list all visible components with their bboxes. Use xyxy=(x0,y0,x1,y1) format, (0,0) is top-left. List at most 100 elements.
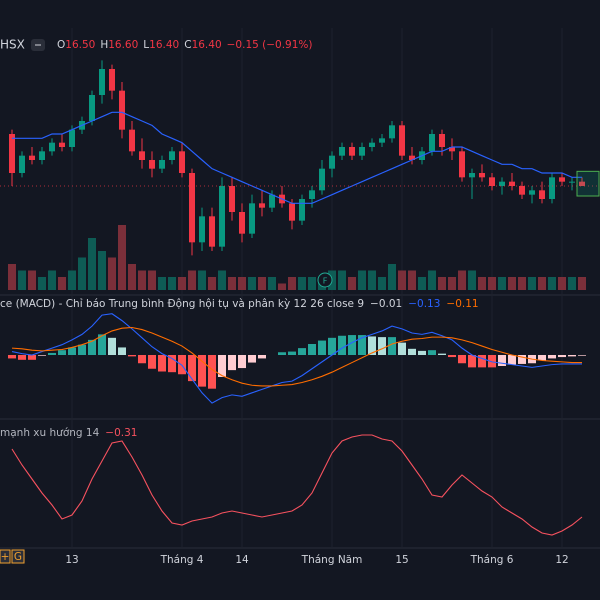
toolbar-label: + xyxy=(1,551,10,563)
candle-body xyxy=(449,147,455,152)
toolbar-label: G xyxy=(14,551,22,563)
ohlc-readout: O16.50 H16.60 L16.40 C16.40 −0.15 (−0.91%) xyxy=(57,39,313,51)
volume-bar xyxy=(348,277,356,290)
marks: 13 Tháng 4 14 Tháng Năm 15 Tháng 6 12 xyxy=(0,28,600,566)
candle-body xyxy=(89,95,95,121)
candle-body xyxy=(379,138,385,143)
selection-box xyxy=(576,170,600,197)
macd-legend: ce (MACD) - Chỉ báo Trung bình Động hội … xyxy=(0,298,479,310)
histogram-bar xyxy=(278,352,286,355)
candle-body xyxy=(129,129,135,152)
ohlc-value: 16.40 xyxy=(192,39,222,51)
volume-bar xyxy=(528,277,536,290)
histogram-bar xyxy=(518,355,526,364)
candle-body xyxy=(519,186,525,195)
volume-bar xyxy=(338,270,346,290)
histogram-bar xyxy=(338,335,346,355)
x-tick-label: 14 xyxy=(235,554,249,566)
candle-body xyxy=(259,203,265,208)
candle-body xyxy=(389,125,395,139)
candle-body xyxy=(549,177,555,199)
candle-body xyxy=(69,129,75,147)
histogram-bar xyxy=(158,355,166,372)
candle-body xyxy=(269,194,275,208)
volume-bar xyxy=(168,277,176,290)
histogram-bar xyxy=(328,337,336,355)
candle-body xyxy=(189,173,195,243)
volume-bar xyxy=(488,277,496,290)
histogram-bar xyxy=(58,350,66,355)
histogram-bar xyxy=(498,355,506,366)
toolbar-button[interactable] xyxy=(11,549,25,564)
volume-bar xyxy=(158,277,166,290)
histogram-bar xyxy=(378,337,386,355)
histogram-bar xyxy=(298,348,306,355)
candle-body xyxy=(489,177,495,186)
histogram-bar xyxy=(578,355,586,356)
volume-bar xyxy=(228,277,236,290)
candle-body xyxy=(329,155,335,169)
histogram-bar xyxy=(468,355,476,368)
volume-bar xyxy=(188,270,196,290)
candle-body xyxy=(179,151,185,173)
histogram-bar xyxy=(438,353,446,355)
volume-bar xyxy=(538,277,546,290)
volume-bar xyxy=(358,270,366,290)
volume-bar xyxy=(398,270,406,290)
candle-body xyxy=(499,181,505,186)
ohlc-key: L xyxy=(143,39,149,51)
volume-bar xyxy=(418,277,426,290)
volume-bar xyxy=(138,270,146,290)
candle-body xyxy=(109,69,115,91)
histogram-bar xyxy=(38,355,46,356)
histogram-bar xyxy=(548,355,556,359)
volume-bar xyxy=(378,277,386,290)
ohlc-value: 16.50 xyxy=(65,39,95,51)
histogram-bar xyxy=(228,355,236,371)
macd-line xyxy=(11,313,582,404)
histogram-bar xyxy=(458,355,466,364)
candle-body xyxy=(579,181,585,186)
volume-bar xyxy=(578,277,586,290)
volume-bar xyxy=(468,270,476,290)
candle-body xyxy=(559,177,565,182)
histogram-bar xyxy=(28,355,36,360)
candle-body xyxy=(529,190,535,195)
candle-body xyxy=(349,147,355,156)
candle-body xyxy=(359,147,365,156)
volume-bar xyxy=(108,257,116,290)
volume-bar xyxy=(298,277,306,290)
toolbar-button[interactable] xyxy=(0,549,11,564)
histogram-bar xyxy=(428,350,436,355)
volume-bar xyxy=(78,257,86,290)
x-tick-label: Tháng Năm xyxy=(301,554,363,566)
volume-bar xyxy=(28,270,36,290)
candle-body xyxy=(509,181,515,186)
volume-bar xyxy=(18,270,26,290)
volume-bar xyxy=(498,277,506,290)
candle-body xyxy=(409,155,415,160)
histogram-bar xyxy=(178,355,186,375)
event-marker-label: F xyxy=(323,277,328,286)
volume-bar xyxy=(148,270,156,290)
volume-bar xyxy=(448,277,456,290)
ohlc-value: 16.60 xyxy=(108,39,138,51)
volume-bar xyxy=(568,277,576,290)
volume-bar xyxy=(548,277,556,290)
histogram-bar xyxy=(218,355,226,377)
candle-body xyxy=(299,199,305,221)
candle-body xyxy=(39,151,45,160)
volume-bar xyxy=(278,283,286,290)
histogram-bar xyxy=(258,355,266,359)
histogram-bar xyxy=(78,344,86,355)
volume-bar xyxy=(128,264,136,290)
volume-bar xyxy=(98,251,106,290)
candle-body xyxy=(439,134,445,147)
candle-body xyxy=(9,134,15,173)
symbol: HSX xyxy=(0,38,25,52)
histogram-bar xyxy=(238,355,246,369)
histogram-bar xyxy=(488,355,496,368)
x-tick-label: 15 xyxy=(395,554,408,566)
event-marker[interactable] xyxy=(317,272,333,288)
